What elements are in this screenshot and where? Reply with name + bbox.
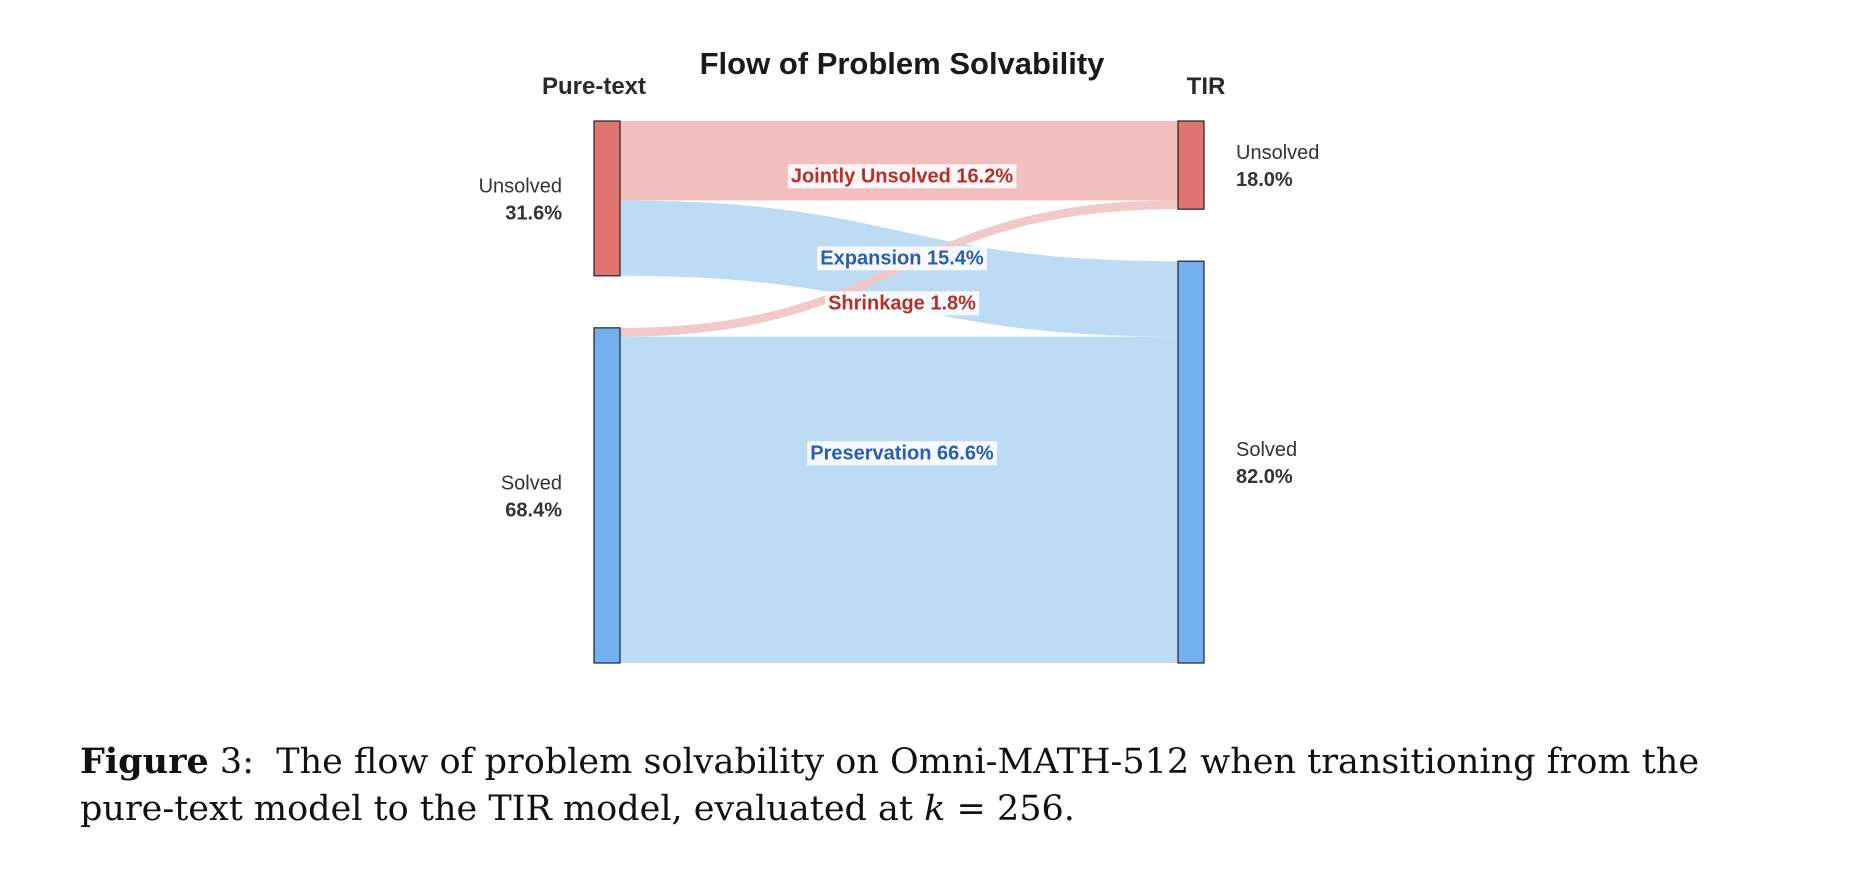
flow-label-expansion: Expansion 15.4% bbox=[817, 246, 987, 271]
flow-label-preservation: Preservation 66.6% bbox=[807, 441, 997, 466]
node-value-tir_unsolved: 18.0% bbox=[1236, 169, 1293, 191]
sankey-figure: Flow of Problem Solvability Pure-text TI… bbox=[479, 46, 1320, 664]
node-pt_solved bbox=[593, 327, 621, 664]
caption-text: The flow of problem solvability on Omni-… bbox=[80, 742, 1700, 829]
flow-label-bg-shrinkage bbox=[825, 291, 980, 316]
caption-figure-number: 3: bbox=[219, 742, 254, 782]
flow-label-bg-jointly_unsolved bbox=[787, 164, 1017, 189]
flow-jointly_unsolved bbox=[620, 121, 1178, 201]
caption-text-end: = 256. bbox=[956, 789, 1075, 829]
left-column-header: Pure-text bbox=[542, 73, 646, 100]
node-value-pt_solved: 68.4% bbox=[505, 499, 562, 521]
chart-title: Flow of Problem Solvability bbox=[700, 46, 1106, 81]
node-label-pt_unsolved: Unsolved bbox=[479, 175, 562, 197]
flow-preservation bbox=[620, 336, 1178, 663]
node-labels: Unsolved 31.6% Solved 68.4% Unsolved 18.0% Sol… bbox=[479, 142, 1320, 521]
node-value-tir_solved: 82.0% bbox=[1236, 466, 1293, 488]
node-bars bbox=[593, 120, 1205, 664]
node-label-pt_solved: Solved bbox=[501, 472, 562, 494]
flow-label-text-preservation: Preservation 66.6% bbox=[810, 442, 994, 464]
node-label-tir_unsolved: Unsolved bbox=[1236, 142, 1319, 164]
flow-ribbons bbox=[620, 121, 1178, 663]
node-pt_unsolved bbox=[593, 120, 621, 277]
flow-label-jointly_unsolved: Jointly Unsolved 16.2% bbox=[787, 164, 1017, 189]
figure-caption: Figure 3: The flow of problem solvabilit… bbox=[80, 738, 1780, 833]
caption-math-k: k bbox=[924, 789, 946, 829]
node-label-tir_solved: Solved bbox=[1236, 439, 1297, 461]
flow-label-shrinkage: Shrinkage 1.8% bbox=[825, 291, 980, 316]
right-column-header: TIR bbox=[1187, 73, 1226, 100]
flow-label-bg-preservation bbox=[807, 441, 997, 466]
flow-label-text-shrinkage: Shrinkage 1.8% bbox=[828, 292, 976, 314]
caption-figure-label: Figure bbox=[80, 741, 209, 782]
node-value-pt_unsolved: 31.6% bbox=[505, 202, 562, 224]
flow-labels: Jointly Unsolved 16.2% Expansion 15.4% Shr… bbox=[787, 164, 1017, 466]
flow-label-text-expansion: Expansion 15.4% bbox=[820, 247, 984, 269]
flow-label-bg-expansion bbox=[817, 246, 987, 271]
flow-label-text-jointly_unsolved: Jointly Unsolved 16.2% bbox=[791, 165, 1014, 187]
node-tir_unsolved bbox=[1177, 120, 1205, 210]
node-tir_solved bbox=[1177, 260, 1205, 664]
